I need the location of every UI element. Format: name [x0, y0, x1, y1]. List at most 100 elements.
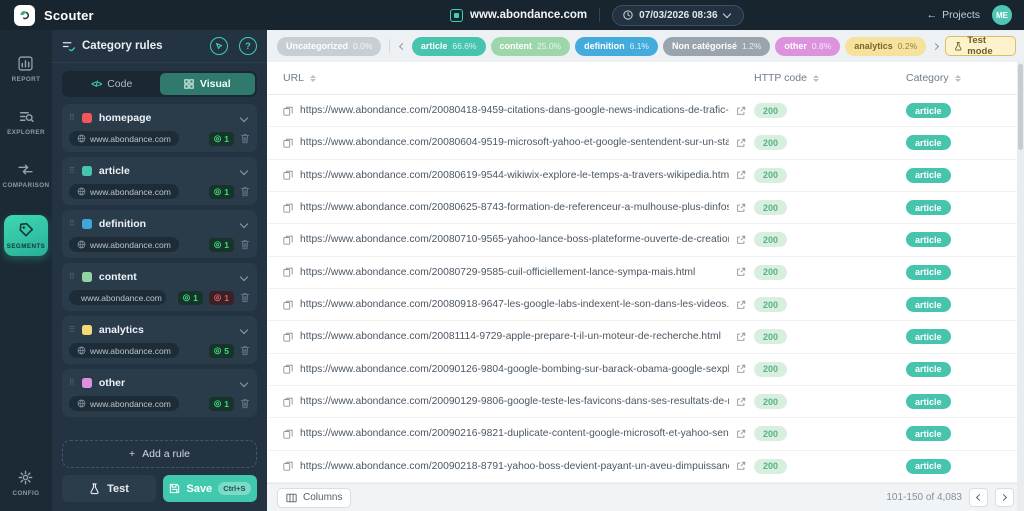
external-link-icon[interactable]: [736, 332, 746, 342]
external-link-icon[interactable]: [736, 170, 746, 180]
projects-link[interactable]: ← Projects: [927, 9, 980, 21]
panel-title: Category rules: [82, 40, 163, 52]
rule-domain-pill: www.abondance.com: [69, 131, 179, 146]
current-site[interactable]: www.abondance.com: [450, 8, 587, 22]
http-code-badge: 200: [754, 297, 788, 313]
tab-code[interactable]: </> Code: [64, 73, 160, 95]
chip-uncategorized[interactable]: Uncategorized 0.0%: [277, 36, 382, 56]
external-link-icon[interactable]: [736, 106, 746, 116]
test-mode-badge[interactable]: Test mode: [944, 35, 1016, 57]
url-link[interactable]: https://www.abondance.com/20081114-9729-…: [300, 331, 721, 343]
external-link-icon[interactable]: [736, 267, 746, 277]
drag-handle-icon[interactable]: ⠿: [69, 325, 75, 334]
external-link-icon[interactable]: [736, 203, 746, 213]
copy-icon[interactable]: [283, 106, 293, 116]
chips-scroll-right[interactable]: [931, 38, 940, 54]
copy-icon[interactable]: [283, 397, 293, 407]
copy-icon[interactable]: [283, 267, 293, 277]
prev-page-button[interactable]: [969, 488, 988, 507]
scrollbar-thumb[interactable]: [1018, 64, 1023, 150]
chip-definition[interactable]: definition 6.1%: [575, 36, 658, 56]
trash-icon[interactable]: [240, 292, 250, 303]
drag-handle-icon[interactable]: ⠿: [69, 378, 75, 387]
copy-icon[interactable]: [283, 364, 293, 374]
copy-icon[interactable]: [283, 429, 293, 439]
column-header-url[interactable]: URL: [283, 72, 305, 84]
copy-icon[interactable]: [283, 300, 293, 310]
chevron-down-icon[interactable]: [239, 113, 249, 123]
copy-icon[interactable]: [283, 138, 293, 148]
url-link[interactable]: https://www.abondance.com/20080619-9544-…: [300, 169, 729, 181]
help-button[interactable]: ?: [239, 37, 257, 55]
external-link-icon[interactable]: [736, 235, 746, 245]
sidebar-item-segments[interactable]: SEGMENTS: [4, 215, 48, 256]
external-link-icon[interactable]: [736, 397, 746, 407]
url-link[interactable]: https://www.abondance.com/20080729-9585-…: [300, 266, 696, 278]
column-header-category[interactable]: Category: [906, 72, 949, 84]
chip-non-categorise[interactable]: Non catégorisé 1.2%: [662, 36, 771, 56]
rule-name: content: [98, 271, 137, 283]
next-page-button[interactable]: [995, 488, 1014, 507]
trash-icon[interactable]: [240, 239, 250, 250]
chevron-down-icon[interactable]: [239, 219, 249, 229]
url-link[interactable]: https://www.abondance.com/20080604-9519-…: [300, 137, 729, 149]
chips-scroll-left[interactable]: [398, 38, 407, 54]
external-link-icon[interactable]: [736, 138, 746, 148]
copy-icon[interactable]: [283, 461, 293, 471]
external-link-icon[interactable]: [736, 461, 746, 471]
drag-handle-icon[interactable]: ⠿: [69, 166, 75, 175]
color-picker-button[interactable]: [210, 37, 228, 55]
url-link[interactable]: https://www.abondance.com/20080918-9647-…: [300, 299, 729, 311]
columns-button[interactable]: Columns: [277, 487, 352, 508]
column-header-http-code[interactable]: HTTP code: [754, 72, 807, 84]
category-badge: article: [906, 264, 951, 280]
chip-other[interactable]: other 0.8%: [775, 36, 841, 56]
drag-handle-icon[interactable]: ⠿: [69, 272, 75, 281]
trash-icon[interactable]: [240, 398, 250, 409]
url-link[interactable]: https://www.abondance.com/20090129-9806-…: [300, 396, 729, 408]
sidebar-item-explorer[interactable]: EXPLORER: [7, 109, 45, 136]
external-link-icon[interactable]: [736, 300, 746, 310]
rule-domain-pill: www.abondance.com: [69, 184, 179, 199]
save-button[interactable]: Save Ctrl+S: [163, 475, 257, 502]
chevron-down-icon[interactable]: [239, 272, 249, 282]
sidebar-item-comparison[interactable]: COMPARISON: [3, 162, 50, 189]
url-link[interactable]: https://www.abondance.com/20080418-9459-…: [300, 105, 729, 117]
url-link[interactable]: https://www.abondance.com/20090126-9804-…: [300, 363, 729, 375]
external-link-icon[interactable]: [736, 429, 746, 439]
bar-chart-icon: [18, 56, 34, 71]
user-avatar[interactable]: ME: [992, 5, 1012, 25]
crawl-date-selector[interactable]: 07/03/2026 08:36: [612, 4, 744, 26]
url-link[interactable]: https://www.abondance.com/20090218-8791-…: [300, 460, 729, 472]
sort-icon[interactable]: [310, 74, 317, 82]
sidebar-item-config[interactable]: CONFIG: [13, 470, 40, 497]
copy-icon[interactable]: [283, 170, 293, 180]
chevron-down-icon[interactable]: [239, 166, 249, 176]
trash-icon[interactable]: [240, 133, 250, 144]
chip-article[interactable]: article 66.6%: [411, 36, 486, 56]
chip-analytics[interactable]: analytics 0.2%: [845, 36, 927, 56]
drag-handle-icon[interactable]: ⠿: [69, 219, 75, 228]
sidebar-item-report[interactable]: REPORT: [12, 56, 41, 83]
chevron-down-icon[interactable]: [239, 378, 249, 388]
sort-icon[interactable]: [812, 74, 819, 82]
external-link-icon[interactable]: [736, 364, 746, 374]
copy-icon[interactable]: [283, 332, 293, 342]
copy-icon[interactable]: [283, 235, 293, 245]
url-link[interactable]: https://www.abondance.com/20080625-8743-…: [300, 202, 729, 214]
url-link[interactable]: https://www.abondance.com/20090216-9821-…: [300, 428, 729, 440]
chevron-down-icon[interactable]: [239, 325, 249, 335]
url-link[interactable]: https://www.abondance.com/20080710-9565-…: [300, 234, 729, 246]
trash-icon[interactable]: [240, 186, 250, 197]
trash-icon[interactable]: [240, 345, 250, 356]
table-scrollbar[interactable]: [1017, 62, 1024, 511]
drag-handle-icon[interactable]: ⠿: [69, 113, 75, 122]
chip-content[interactable]: content 25.0%: [490, 36, 571, 56]
add-rule-button[interactable]: + Add a rule: [62, 440, 257, 468]
sort-icon[interactable]: [954, 74, 961, 82]
copy-icon[interactable]: [283, 203, 293, 213]
http-code-badge: 200: [754, 135, 788, 151]
panel-actions: Test Save Ctrl+S: [52, 475, 267, 511]
tab-visual[interactable]: Visual: [159, 73, 255, 95]
test-button[interactable]: Test: [62, 475, 156, 502]
